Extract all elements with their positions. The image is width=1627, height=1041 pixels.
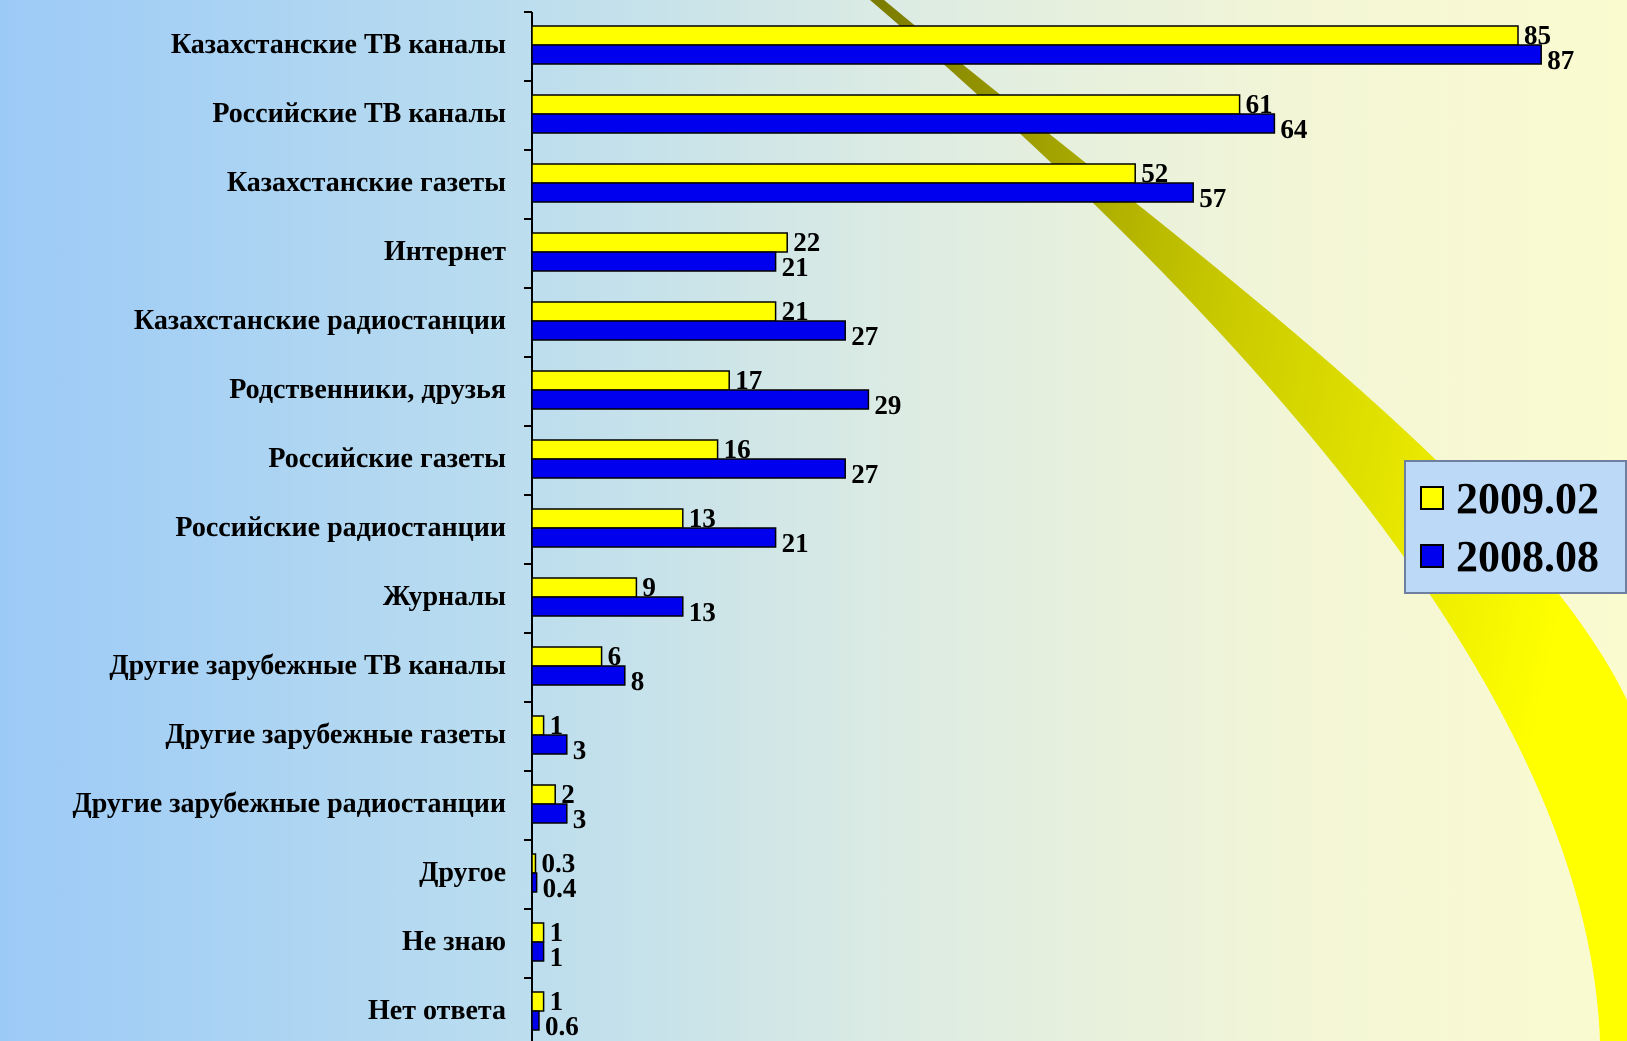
bar-2009-02: [531, 94, 1241, 115]
data-label: 13: [689, 597, 716, 627]
category-label: Нет ответа: [368, 995, 506, 1026]
data-label: 29: [874, 390, 901, 420]
category-label: Казахстанские радиостанции: [134, 305, 506, 336]
bar-2008-08: [531, 734, 568, 755]
category-label: Другие зарубежные газеты: [165, 719, 506, 750]
legend-item-2008-08: 2008.08: [1420, 528, 1599, 584]
legend: 2009.02 2008.08: [1404, 460, 1627, 594]
data-label: 1: [550, 710, 564, 740]
category-label: Казахстанские газеты: [227, 167, 506, 198]
legend-swatch-blue: [1420, 544, 1444, 568]
bar-2008-08: [531, 251, 777, 272]
category-label: Российские ТВ каналы: [212, 98, 506, 129]
data-label: 1: [550, 986, 564, 1016]
bar-2009-02: [531, 715, 545, 736]
bar-2008-08: [531, 44, 1542, 65]
bar-2008-08: [531, 389, 870, 410]
bar-2008-08: [531, 458, 846, 479]
data-label: 21: [782, 252, 809, 282]
bar-2009-02: [531, 232, 788, 253]
bar-2009-02: [531, 577, 638, 598]
bar-2009-02: [531, 646, 603, 667]
legend-label: 2009.02: [1456, 473, 1599, 523]
legend-item-2009-02: 2009.02: [1420, 470, 1599, 526]
bar-2008-08: [531, 941, 545, 962]
bar-2009-02: [531, 922, 545, 943]
legend-label: 2008.08: [1456, 531, 1599, 581]
category-label: Журналы: [383, 581, 506, 612]
category-label: Казахстанские ТВ каналы: [171, 29, 506, 60]
data-label: 3: [573, 804, 587, 834]
data-label: 0.4: [543, 873, 577, 903]
category-label: Другие зарубежные радиостанции: [72, 788, 506, 819]
bar-2008-08: [531, 1010, 540, 1031]
bar-2008-08: [531, 803, 568, 824]
bar-2008-08: [531, 665, 626, 686]
data-label: 0.3: [541, 848, 575, 878]
legend-swatch-yellow: [1420, 486, 1444, 510]
data-label: 27: [851, 321, 878, 351]
data-label: 1: [550, 917, 564, 947]
data-label: 8: [631, 666, 645, 696]
category-label: Не знаю: [402, 926, 506, 957]
data-label: 6: [608, 641, 622, 671]
data-label: 27: [851, 459, 878, 489]
data-label: 87: [1547, 45, 1574, 75]
bar-2008-08: [531, 113, 1276, 134]
category-label: Российские газеты: [268, 443, 506, 474]
bar-2008-08: [531, 872, 538, 893]
bar-2008-08: [531, 527, 777, 548]
bar-2009-02: [531, 784, 556, 805]
category-label: Российские радиостанции: [175, 512, 506, 543]
bar-2009-02: [531, 508, 684, 529]
data-label: 57: [1199, 183, 1226, 213]
data-label: 22: [793, 227, 820, 257]
data-label: 64: [1280, 114, 1307, 144]
data-label: 21: [782, 528, 809, 558]
bar-2009-02: [531, 301, 777, 322]
bar-2009-02: [531, 439, 719, 460]
category-label: Другое: [419, 857, 506, 888]
category-label: Другие зарубежные ТВ каналы: [109, 650, 506, 681]
bar-2009-02: [531, 991, 545, 1012]
data-label: 3: [573, 735, 587, 765]
bar-2008-08: [531, 596, 684, 617]
data-label: 2: [561, 779, 575, 809]
category-label: Интернет: [384, 236, 506, 267]
bar-2008-08: [531, 182, 1194, 203]
data-label: 1: [550, 942, 564, 972]
bar-2008-08: [531, 320, 846, 341]
data-label: 0.6: [545, 1011, 579, 1041]
bar-2009-02: [531, 370, 730, 391]
data-label: 9: [642, 572, 656, 602]
bar-2009-02: [531, 25, 1519, 46]
bar-2009-02: [531, 163, 1136, 184]
category-label: Родственники, друзья: [229, 374, 506, 405]
bar-2009-02: [531, 853, 537, 874]
